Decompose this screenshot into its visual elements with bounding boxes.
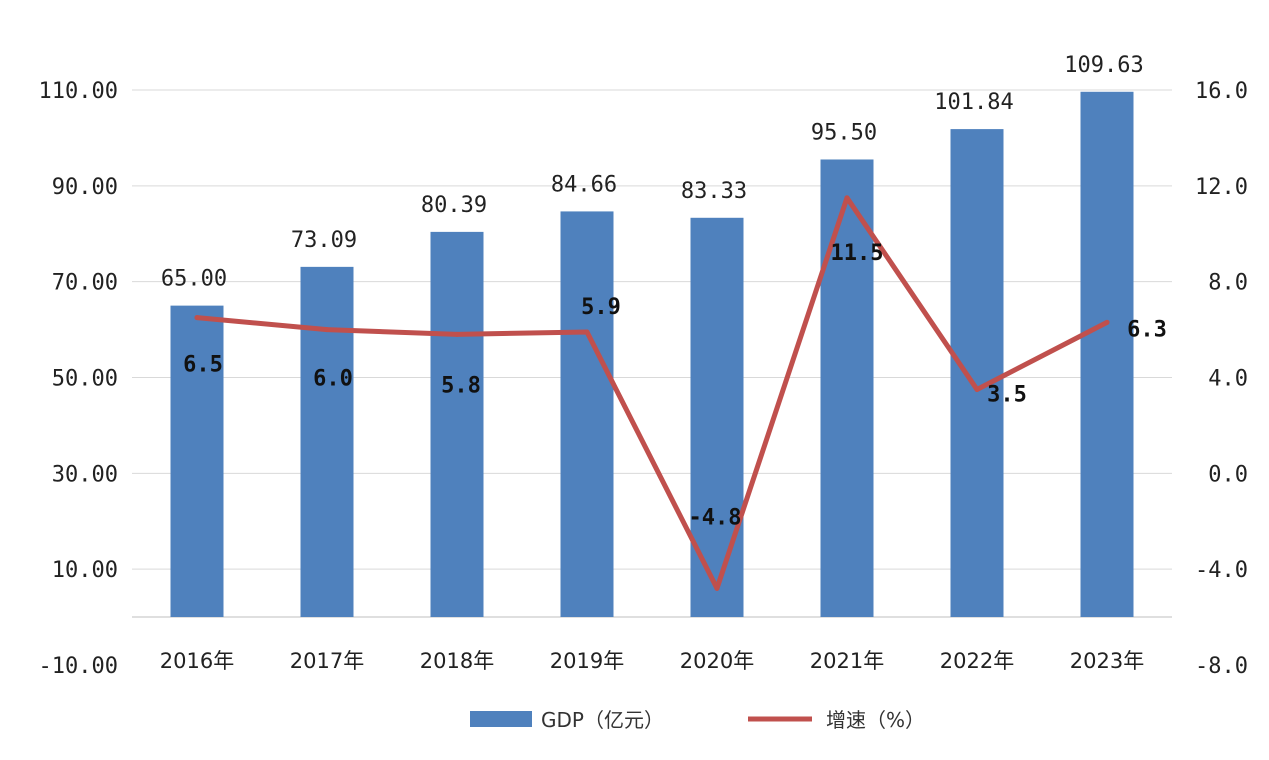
growth-point	[584, 329, 590, 335]
x-tick-label: 2021年	[810, 649, 884, 673]
y-left-tick-label: 110.00	[39, 79, 118, 104]
bar-value-label: 73.09	[291, 228, 357, 253]
growth-point	[1104, 319, 1110, 325]
bar	[170, 305, 224, 617]
y-right-tick-label: -8.0	[1195, 654, 1248, 679]
legend-label-gdp: GDP（亿元）	[541, 708, 664, 732]
x-tick-label: 2019年	[550, 649, 624, 673]
bar-value-label: 80.39	[421, 193, 487, 218]
growth-point	[194, 315, 200, 321]
growth-value-label: 11.5	[831, 241, 884, 266]
growth-value-label: -4.8	[689, 505, 742, 530]
legend: GDP（亿元） 增速（%）	[470, 708, 925, 732]
growth-point	[714, 585, 720, 591]
y-left-tick-label: 10.00	[52, 558, 118, 583]
growth-value-label: 3.5	[987, 382, 1027, 407]
y-left-tick-label: 90.00	[52, 175, 118, 200]
growth-line	[194, 195, 1110, 591]
bar-value-label: 95.50	[811, 120, 877, 145]
legend-label-growth: 增速（%）	[826, 708, 925, 732]
growth-point	[324, 327, 330, 333]
x-tick-label: 2018年	[420, 649, 494, 673]
y-right-tick-label: 8.0	[1208, 271, 1248, 296]
axis-tick-labels: -10.00 10.00 30.00 50.00 70.00 90.00 110.00 -8.…	[39, 79, 1248, 679]
bar	[950, 129, 1004, 617]
x-tick-label: 2017年	[290, 649, 364, 673]
bar	[430, 231, 484, 617]
y-right-tick-label: -4.0	[1195, 558, 1248, 583]
growth-value-label: 5.9	[581, 295, 621, 320]
bar	[1080, 91, 1134, 617]
growth-series-line	[194, 195, 1110, 591]
growth-point	[844, 195, 850, 201]
growth-value-label: 6.0	[313, 367, 353, 392]
bar	[560, 211, 614, 617]
data-labels: 65.00 73.09 80.39 84.66 83.33 95.50 101.84 109.…	[161, 53, 1167, 531]
bar	[300, 266, 354, 617]
bar-value-label: 65.00	[161, 267, 227, 292]
x-tick-label: 2022年	[940, 649, 1014, 673]
growth-point	[454, 331, 460, 337]
growth-value-label: 5.8	[441, 373, 481, 398]
bar-value-label: 84.66	[551, 172, 617, 197]
y-left-tick-label: -10.00	[39, 654, 118, 679]
bar	[820, 159, 874, 617]
x-tick-label: 2020年	[680, 649, 754, 673]
y-right-tick-label: 0.0	[1208, 462, 1248, 487]
y-right-tick-label: 12.0	[1195, 175, 1248, 200]
x-tick-label: 2023年	[1070, 649, 1144, 673]
x-tick-label: 2016年	[160, 649, 234, 673]
y-left-tick-label: 50.00	[52, 367, 118, 392]
legend-swatch-gdp	[470, 711, 532, 727]
y-right-tick-label: 16.0	[1195, 79, 1248, 104]
bar-value-label: 83.33	[681, 179, 747, 204]
bar-value-label: 109.63	[1064, 53, 1143, 78]
bar-value-label: 101.84	[934, 90, 1013, 115]
growth-point	[974, 386, 980, 392]
y-right-tick-label: 4.0	[1208, 367, 1248, 392]
growth-value-label: 6.5	[183, 353, 223, 378]
y-left-tick-label: 30.00	[52, 462, 118, 487]
y-left-tick-label: 70.00	[52, 271, 118, 296]
growth-value-label: 6.3	[1127, 317, 1167, 342]
